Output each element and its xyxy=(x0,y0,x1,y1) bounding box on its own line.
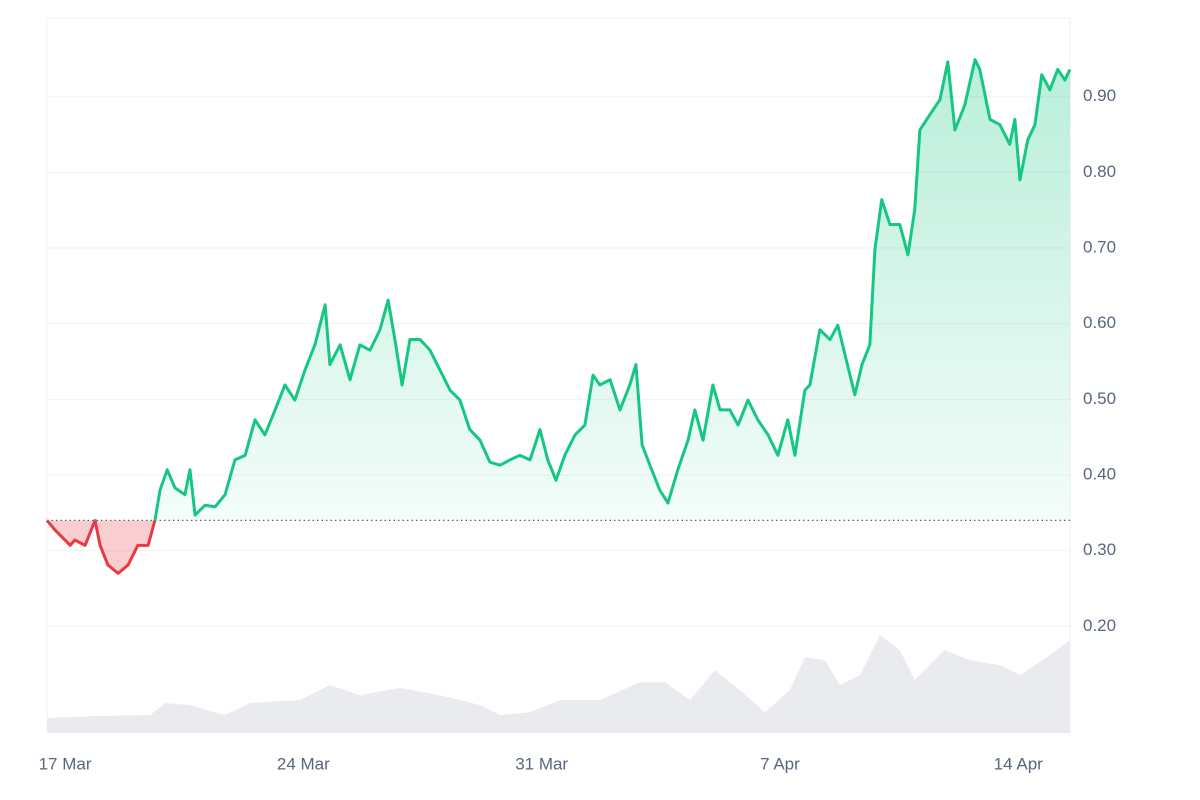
x-tick-label: 31 Mar xyxy=(515,754,568,773)
area-down xyxy=(47,520,1070,574)
x-tick-label: 17 Mar xyxy=(39,754,92,773)
x-tick-label: 7 Apr xyxy=(760,754,800,773)
plot: 0.20 0.30 0.40 0.50 0.60 0.70 0.80 0.90 17 Mar 24… xyxy=(39,17,1116,773)
y-tick-label: 0.80 xyxy=(1083,162,1116,181)
y-tick-label: 0.20 xyxy=(1083,616,1116,635)
y-tick-label: 0.70 xyxy=(1083,237,1116,256)
y-tick-label: 0.50 xyxy=(1083,389,1116,408)
x-tick-label: 14 Apr xyxy=(994,754,1043,773)
y-tick-label: 0.60 xyxy=(1083,313,1116,332)
x-tick-label: 24 Mar xyxy=(277,754,330,773)
price-line-up xyxy=(47,58,1072,521)
y-tick-label: 0.40 xyxy=(1083,464,1116,483)
volume-area xyxy=(47,635,1070,733)
area-up xyxy=(154,59,1070,521)
y-tick-label: 0.90 xyxy=(1083,86,1116,105)
y-tick-label: 0.30 xyxy=(1083,540,1116,559)
